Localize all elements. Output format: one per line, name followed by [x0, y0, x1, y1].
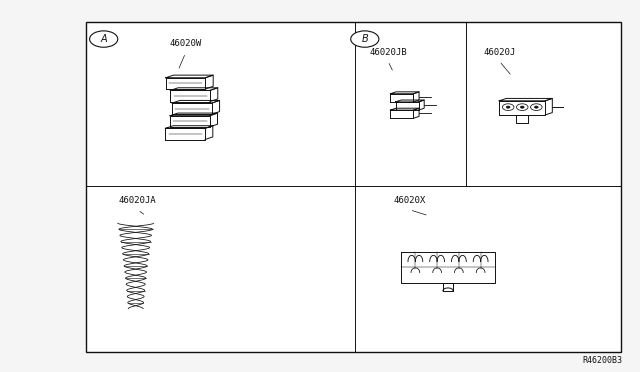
Text: 46020JB: 46020JB [369, 48, 406, 57]
Circle shape [506, 106, 510, 108]
Bar [86, 22, 621, 352]
Circle shape [534, 106, 538, 108]
Bar [86, 22, 621, 352]
Circle shape [516, 104, 528, 110]
Text: 46020X: 46020X [394, 196, 426, 205]
Circle shape [351, 31, 379, 47]
Text: A: A [100, 34, 107, 44]
Text: 46020W: 46020W [170, 39, 202, 48]
Circle shape [90, 31, 118, 47]
Text: 46020J: 46020J [483, 48, 515, 57]
Text: 46020JA: 46020JA [119, 196, 156, 205]
Text: B: B [362, 34, 368, 44]
Text: R46200B3: R46200B3 [582, 356, 622, 365]
Circle shape [502, 104, 514, 110]
Circle shape [531, 104, 542, 110]
Circle shape [520, 106, 524, 108]
